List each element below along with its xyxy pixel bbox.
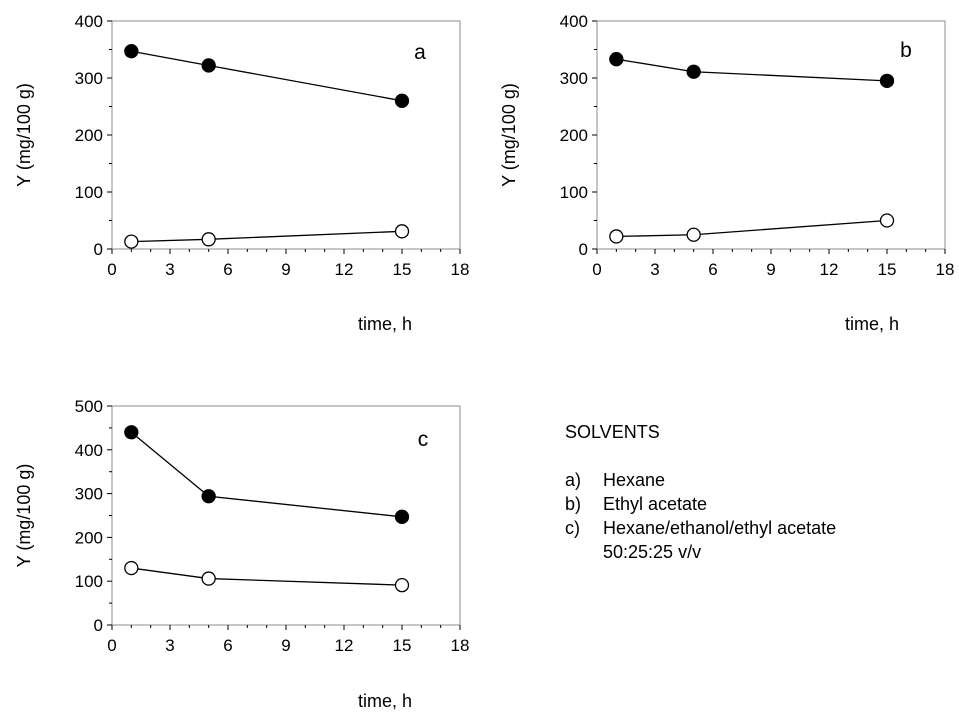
x-tick-label: 15	[393, 260, 412, 279]
data-point-open	[879, 213, 895, 228]
x-tick-label: 6	[223, 260, 232, 279]
y-axis-label: Y (mg/100 g)	[14, 464, 34, 568]
legend-key-a: a)	[565, 470, 582, 490]
data-point-open	[609, 229, 624, 244]
solvents-legend: SOLVENTS a) Hexane b) Ethyl acetate c) H…	[565, 420, 836, 564]
y-axis-label: Y (mg/100 g)	[14, 83, 34, 187]
legend-item-c: c) Hexane/ethanol/ethyl acetate	[565, 516, 836, 540]
data-point-filled	[124, 44, 139, 59]
x-tick-label: 0	[107, 260, 116, 279]
y-tick-label: 200	[560, 126, 588, 145]
legend-key-b: b)	[565, 494, 582, 514]
x-tick-label: 15	[393, 636, 412, 655]
data-point-filled	[609, 52, 624, 67]
data-point-open	[201, 232, 216, 247]
panel-label: a	[414, 41, 426, 64]
data-point-filled	[879, 73, 895, 88]
y-tick-label: 200	[75, 126, 103, 145]
panel-label: b	[900, 39, 912, 62]
data-point-filled	[201, 489, 216, 504]
data-point-filled	[124, 425, 139, 440]
x-tick-label: 18	[451, 636, 470, 655]
x-tick-label: 12	[820, 260, 839, 279]
legend-item-b: b) Ethyl acetate	[565, 492, 836, 516]
plot-frame	[596, 20, 946, 250]
data-point-filled	[394, 509, 410, 524]
series-line	[131, 567, 403, 586]
panel-label: c	[418, 428, 429, 451]
x-tick-label: 0	[107, 636, 116, 655]
x-tick-label: 9	[281, 636, 290, 655]
chart-panel-b: 0 3 6 9 12 15 18 0 100 200 300 400 Y (mg/100 g) time,…	[499, 12, 954, 334]
y-tick-label: 100	[75, 183, 103, 202]
series-line	[130, 431, 403, 518]
data-point-filled	[686, 64, 701, 79]
series-line	[131, 50, 403, 102]
y-tick-label: 100	[560, 183, 588, 202]
y-tick-label: 300	[75, 485, 103, 504]
x-tick-label: 3	[165, 636, 174, 655]
y-tick-label: 0	[94, 616, 103, 635]
legend-desc-c-line1: Hexane/ethanol/ethyl acetate	[603, 518, 837, 538]
y-tick-label: 400	[75, 441, 103, 460]
x-tick-label: 18	[936, 260, 955, 279]
legend-desc-a: Hexane	[603, 470, 666, 490]
x-tick-label: 6	[708, 260, 717, 279]
y-tick-label: 300	[560, 69, 588, 88]
legend-desc-b: Ethyl acetate	[603, 494, 708, 514]
x-tick-label: 15	[878, 260, 897, 279]
x-tick-label: 3	[650, 260, 659, 279]
chart-panel-c: 0 3 6 9 12 15 18 0 100 200 300 400 500 Y (mg/100 g) ti…	[14, 397, 469, 711]
y-axis-label: Y (mg/100 g)	[499, 83, 519, 187]
y-tick-label: 0	[94, 240, 103, 259]
x-tick-label: 6	[223, 636, 232, 655]
y-tick-label: 100	[75, 572, 103, 591]
x-tick-label: 12	[335, 260, 354, 279]
series-line	[616, 58, 888, 82]
y-tick-label: 400	[75, 12, 103, 31]
x-axis-label: time, h	[358, 314, 412, 334]
data-point-open	[124, 560, 139, 576]
x-axis-label: time, h	[845, 314, 899, 334]
legend-key-c: c)	[565, 518, 580, 538]
x-tick-label: 12	[335, 636, 354, 655]
series-line	[131, 230, 403, 243]
x-axis-label: time, h	[358, 691, 412, 711]
x-tick-label: 9	[281, 260, 290, 279]
y-tick-label: 0	[579, 240, 588, 259]
legend-item-c-cont: 50:25:25 v/v	[565, 540, 836, 564]
x-tick-label: 18	[451, 260, 470, 279]
legend-title: SOLVENTS	[565, 422, 660, 442]
y-tick-label: 400	[560, 12, 588, 31]
x-tick-label: 9	[766, 260, 775, 279]
data-point-open	[394, 224, 410, 239]
series-line	[616, 219, 888, 238]
y-tick-label: 200	[75, 528, 103, 547]
y-tick-label: 300	[75, 69, 103, 88]
y-tick-label: 500	[75, 397, 103, 416]
chart-panel-a: 0 3 6 9 12 15 18 0 100 200 300 400 Y (mg/100 g) time,…	[14, 12, 469, 334]
data-point-filled	[394, 93, 410, 108]
plot-frame	[111, 20, 461, 250]
data-point-filled	[201, 58, 216, 73]
data-point-open	[201, 571, 216, 586]
data-point-open	[686, 227, 701, 242]
x-tick-label: 3	[165, 260, 174, 279]
data-point-open	[394, 577, 410, 593]
legend-desc-c-line2: 50:25:25 v/v	[603, 542, 702, 562]
legend-item-a: a) Hexane	[565, 468, 836, 492]
x-tick-label: 0	[592, 260, 601, 279]
data-point-open	[124, 234, 139, 249]
